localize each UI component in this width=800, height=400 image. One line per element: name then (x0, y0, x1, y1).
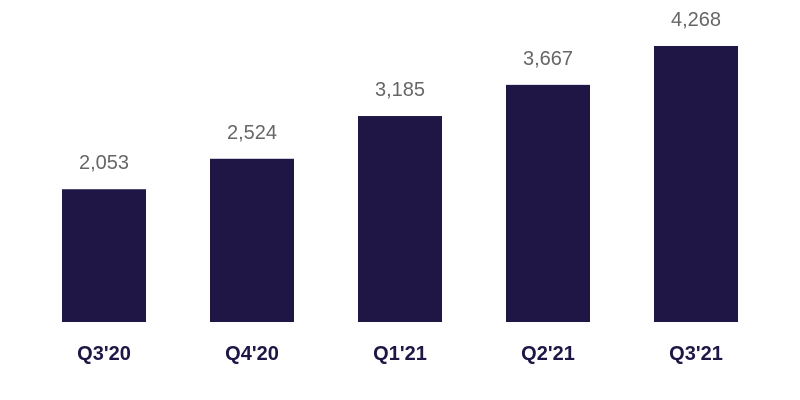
category-labels-group: Q3'20 Q4'20 Q1'21 Q2'21 Q3'21 (77, 343, 723, 365)
category-label-2: Q4'20 (225, 343, 279, 365)
bar-4 (506, 84, 590, 322)
value-label-4: 3,667 (523, 48, 573, 70)
bar-2 (210, 158, 294, 322)
bar-1 (62, 189, 146, 322)
value-labels-group: 2,053 2,524 3,185 3,667 4,268 (79, 9, 721, 174)
category-label-4: Q2'21 (521, 343, 575, 365)
value-label-5: 4,268 (671, 9, 721, 31)
category-label-5: Q3'21 (669, 343, 723, 365)
bar-3 (358, 116, 442, 323)
bars-group (62, 46, 738, 323)
value-label-2: 2,524 (227, 122, 277, 144)
bar-5 (654, 46, 738, 322)
category-label-1: Q3'20 (77, 343, 131, 365)
value-label-1: 2,053 (79, 152, 129, 174)
value-label-3: 3,185 (375, 79, 425, 101)
category-label-3: Q1'21 (373, 343, 427, 365)
